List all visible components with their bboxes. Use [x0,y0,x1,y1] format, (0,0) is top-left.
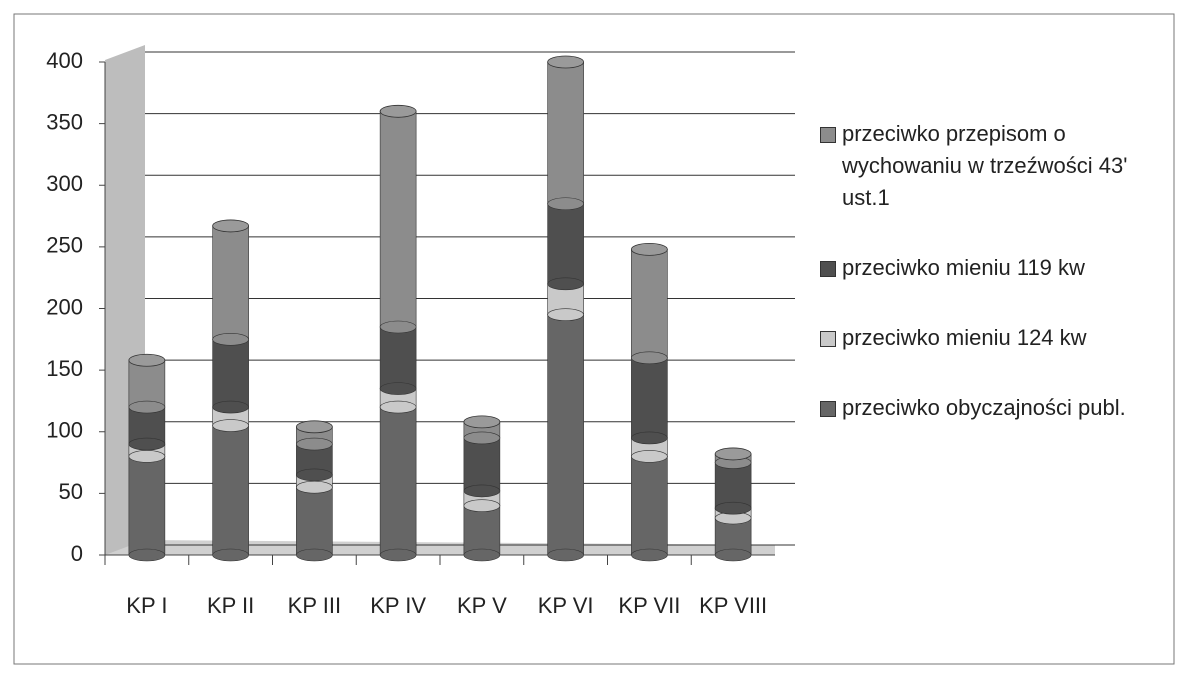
segment-rim [212,400,249,414]
bar-segment [128,456,166,556]
segment-rim [212,333,249,346]
y-tick-label: 350 [46,109,83,134]
legend-item: przeciwko mieniu 119 kw [820,252,1160,284]
legend-label: przeciwko mieniu 119 kw [842,255,1085,280]
y-tick-label: 300 [46,171,83,196]
y-tick-label: 400 [46,48,83,73]
segment-rim [212,548,249,562]
segment-rim [714,548,752,562]
segment-rim [631,351,668,365]
bar-segment [128,359,166,408]
cylinder-top [463,415,501,429]
frame [13,13,1175,665]
x-tick-label: KP VIII [699,593,767,618]
y-tick-label: 150 [46,356,83,381]
bar-segment [547,61,584,205]
legend-label: przeciwko obyczajności publ. [842,395,1126,420]
bar-segment [212,339,249,408]
cylinder-top [630,242,668,256]
cylinder-top [295,420,333,434]
y-tick-label: 200 [46,294,83,319]
y-tick-label: 250 [46,233,83,258]
segment-rim [296,437,333,451]
segment-rim [547,277,584,291]
x-tick-label: KP V [457,593,507,618]
legend-item: przeciwko obyczajności publ. [820,392,1160,424]
bar-segment [212,225,249,340]
cylinder-top [128,353,166,367]
bar-segment [212,425,249,556]
x-tick-label: KP VII [618,593,680,618]
cylinder-top [212,219,250,233]
cylinder-top [379,104,417,118]
segment-rim [714,501,752,515]
bar-segment [547,314,584,556]
legend-swatch [820,401,836,417]
y-tick-label: 100 [46,418,83,443]
legend-swatch [820,127,836,143]
y-tick-label: 0 [71,541,83,566]
segment-rim [379,382,417,395]
legend-swatch [820,261,836,277]
segment-rim [547,308,584,321]
segment-rim [128,437,166,451]
floor [105,540,775,555]
bar-segment [547,203,584,285]
legend-swatch [820,331,836,347]
segment-rim [379,320,417,334]
x-tick-label: KP VI [538,593,594,618]
segment-rim [296,548,333,562]
bar-segment [379,111,417,328]
segment-rim [128,400,166,414]
bar-segment [379,326,417,389]
segment-rim [463,548,501,562]
segment-rim [631,431,668,445]
segment-rim [379,548,417,562]
segment-rim [463,499,501,513]
legend-item: przeciwko przepisom o wychowaniu w trzeź… [820,118,1160,214]
segment-rim [212,419,249,432]
bar-segment [631,357,668,439]
cylinder-top [714,447,752,461]
bar-segment [463,505,501,556]
legend: przeciwko przepisom o wychowaniu w trzeź… [820,118,1160,462]
legend-label: przeciwko mieniu 124 kw [842,325,1087,350]
bar-segment [379,406,417,556]
bar-segment [296,486,333,556]
x-tick-label: KP I [126,593,167,618]
segment-rim [631,548,668,562]
segment-rim [463,484,501,498]
bar-segment [463,437,501,492]
segment-rim [463,431,501,445]
legend-item: przeciwko mieniu 124 kw [820,322,1160,354]
segment-rim [547,197,584,211]
y-tick-label: 50 [59,479,83,504]
segment-rim [547,548,584,562]
x-tick-label: KP II [207,593,254,618]
segment-rim [296,480,333,494]
bar-segment [714,462,752,509]
x-tick-label: KP III [288,593,341,618]
segment-rim [296,468,333,482]
segment-rim [128,548,166,562]
segment-rim [128,450,166,463]
bar-segment [631,249,668,359]
bar-segment [631,456,668,556]
segment-rim [379,400,417,414]
x-tick-label: KP IV [370,593,426,618]
segment-rim [631,450,668,463]
legend-label: przeciwko przepisom o wychowaniu w trzeź… [842,121,1128,210]
cylinder-top [547,55,585,69]
